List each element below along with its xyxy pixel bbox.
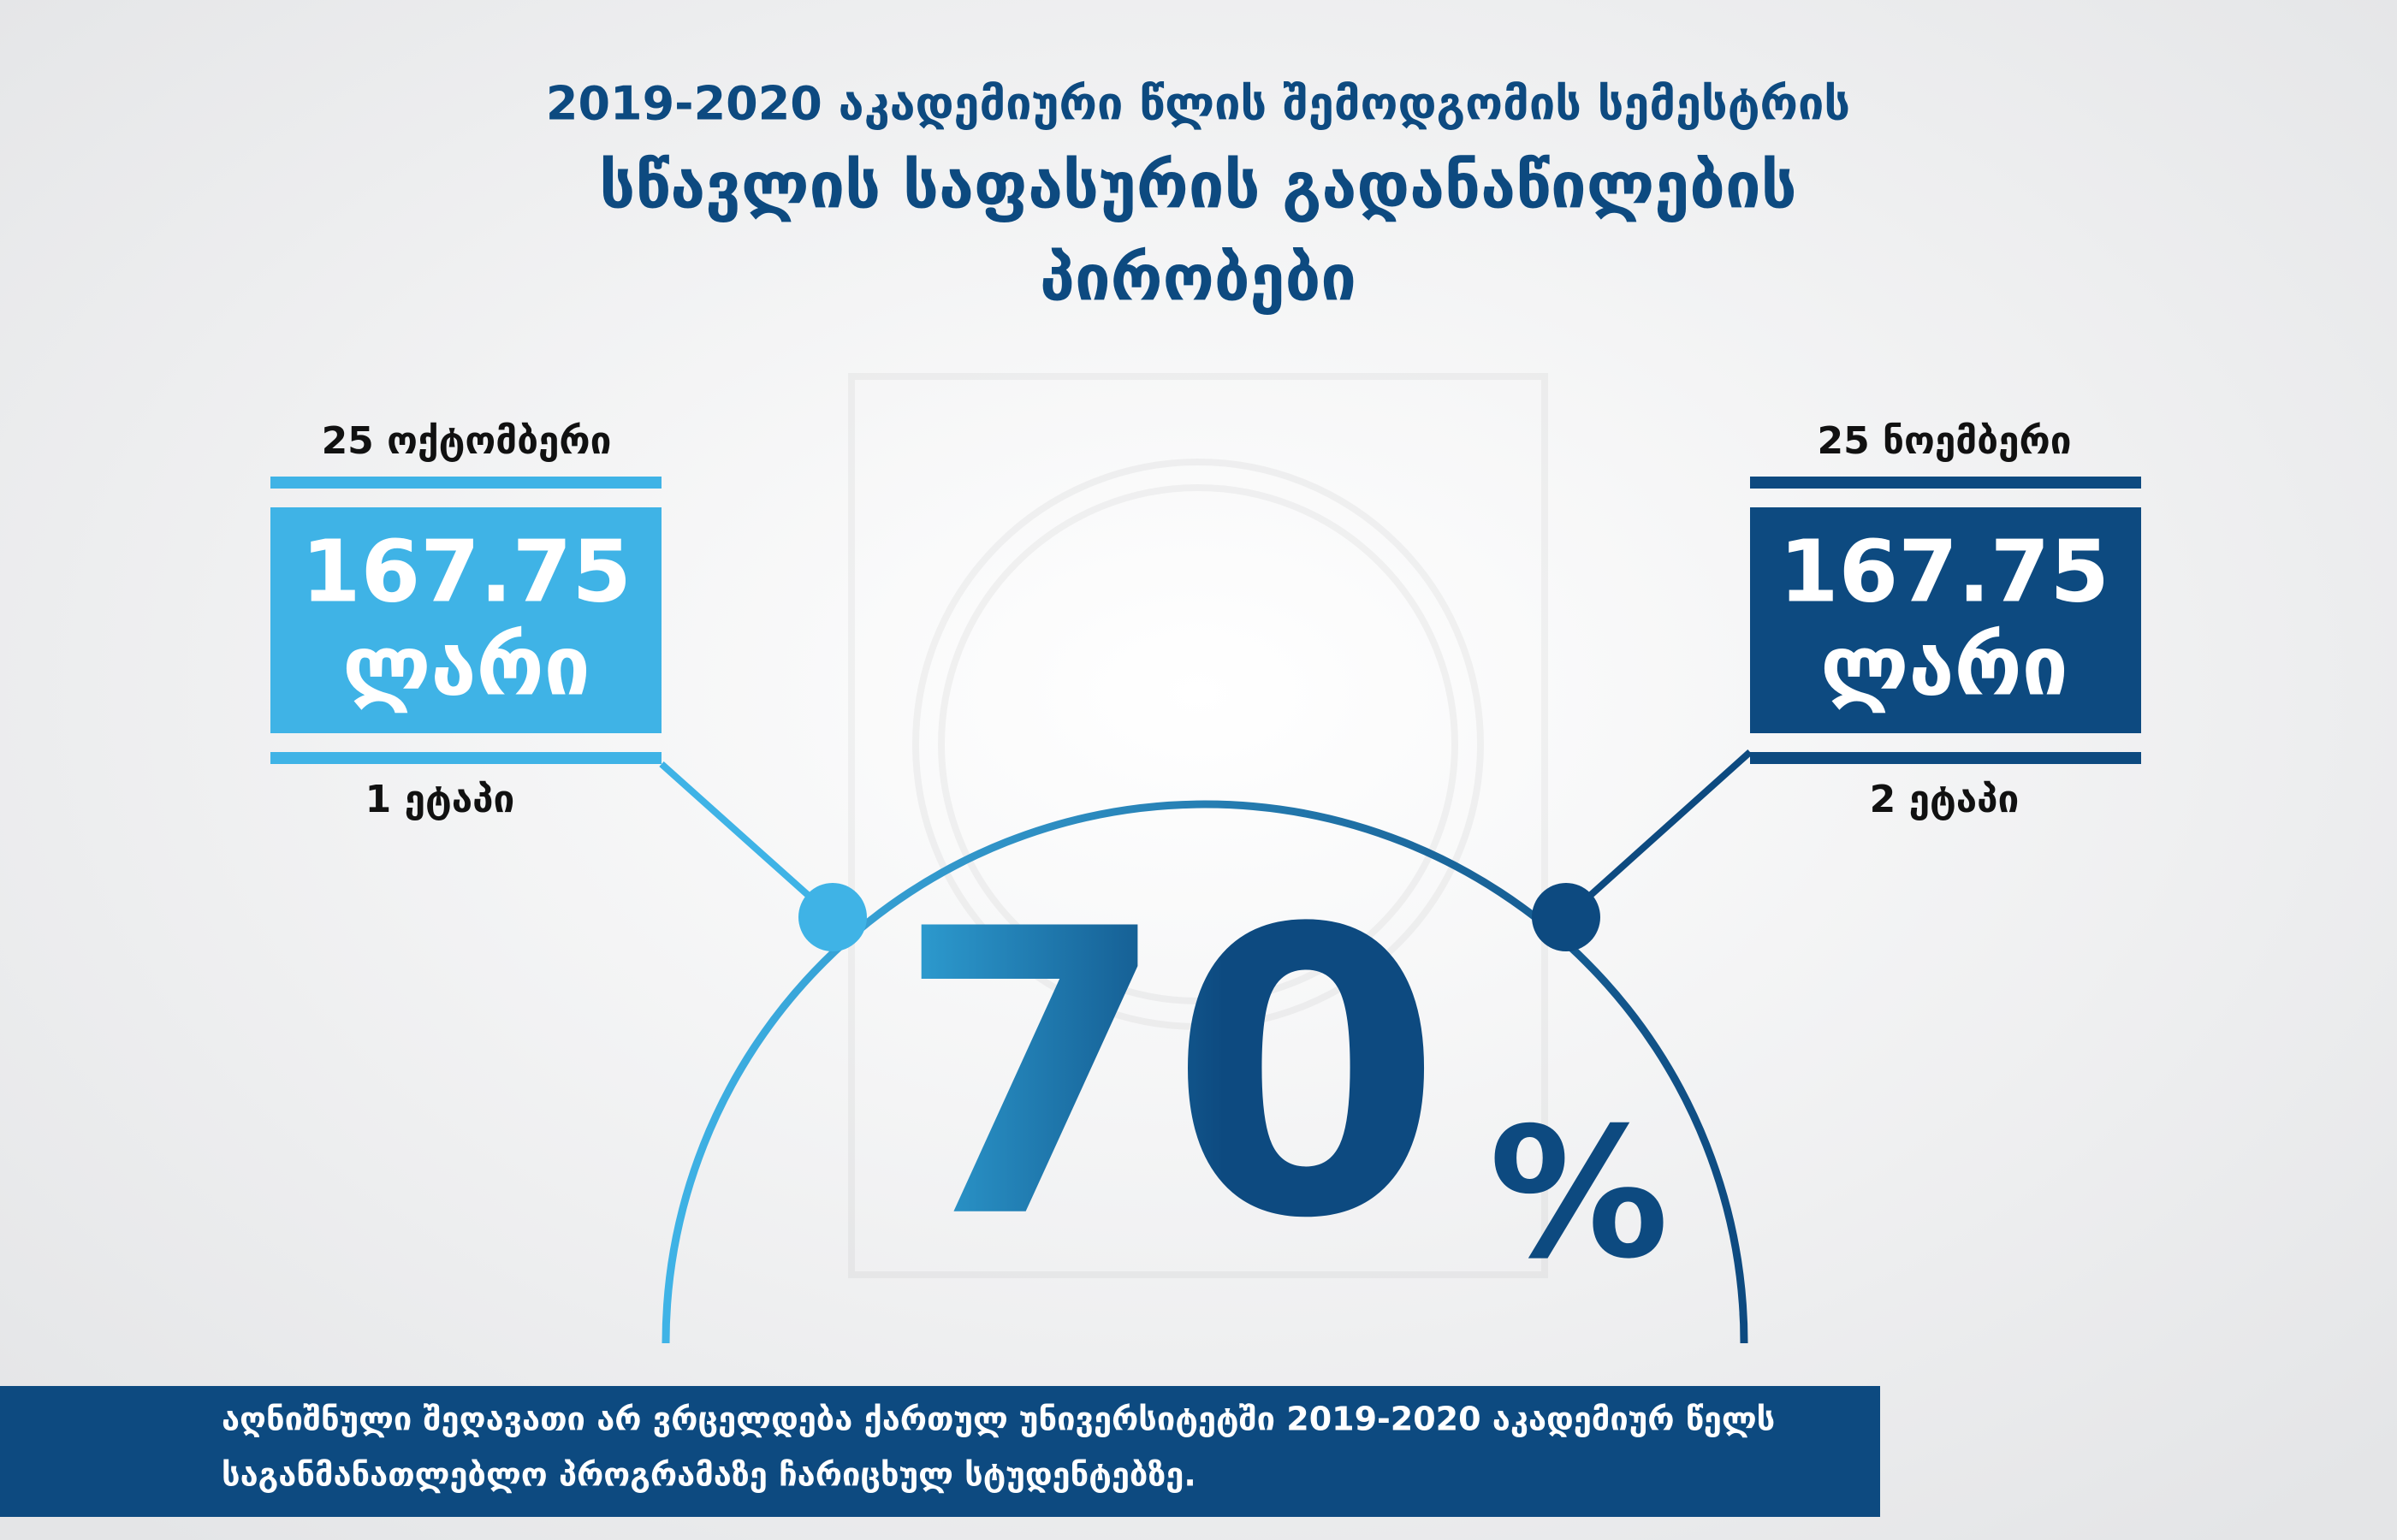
bar bbox=[1750, 752, 2141, 764]
discount-sign: % bbox=[1489, 1089, 1669, 1299]
footer-line: საგანმანათლებლო პროგრამაზე ჩარიცხულ სტუდ… bbox=[222, 1456, 1196, 1494]
bar bbox=[1750, 477, 2141, 489]
title-line: სწავლის საფასურის გადანაწილების bbox=[599, 150, 1796, 223]
dot bbox=[798, 883, 867, 951]
footer-line: აღნიშნული შეღავათი არ ვრცელდება ქართულ უ… bbox=[222, 1401, 1775, 1438]
currency: ლარი bbox=[1820, 618, 2068, 714]
discount-number: 70 bbox=[895, 847, 1443, 1305]
bar bbox=[270, 752, 662, 764]
stage-label: 1 ეტაპი bbox=[365, 778, 515, 821]
arc bbox=[662, 800, 1748, 1344]
footer-band bbox=[0, 1386, 1880, 1517]
title-line: პირობები bbox=[1040, 242, 1356, 316]
amount-box bbox=[270, 507, 662, 733]
watermark bbox=[848, 373, 1548, 1278]
connector bbox=[659, 761, 835, 920]
title-line: 2019-2020 აკადემიური წლის შემოდგომის სემ… bbox=[546, 77, 1850, 131]
amount-box bbox=[1750, 507, 2141, 733]
stage-date: 25 ნოემბერი bbox=[1817, 419, 2071, 463]
bar bbox=[270, 477, 662, 489]
currency: ლარი bbox=[342, 618, 590, 714]
stage-date: 25 ოქტომბერი bbox=[322, 419, 612, 463]
connector bbox=[1563, 749, 1753, 920]
dot bbox=[1532, 883, 1600, 951]
amount: 167.75 bbox=[301, 521, 632, 621]
stage-label: 2 ეტაპი bbox=[1870, 778, 2020, 821]
amount: 167.75 bbox=[1779, 521, 2109, 621]
